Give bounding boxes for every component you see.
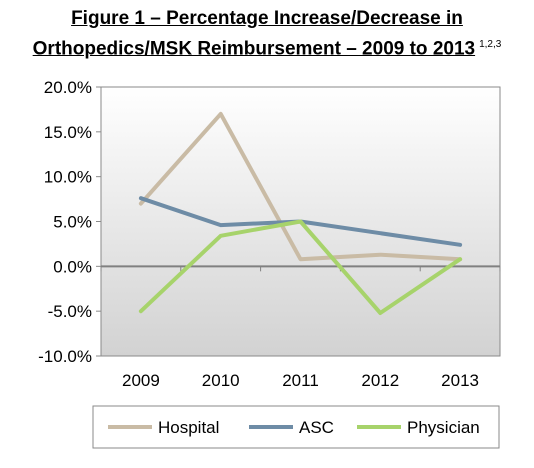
- y-tick-label: -5.0%: [48, 302, 92, 321]
- series-layer: [138, 111, 463, 315]
- legend-box: [92, 405, 500, 449]
- y-tick-label: 10.0%: [44, 168, 92, 187]
- y-tick-label: 20.0%: [44, 78, 92, 97]
- chart-title: Figure 1 – Percentage Increase/Decrease …: [0, 6, 534, 62]
- x-tick-label: 2010: [202, 371, 240, 390]
- legend-label-hospital: Hospital: [158, 418, 219, 437]
- chart-title-line-2: Orthopedics/MSK Reimbursement – 2009 to …: [0, 32, 534, 62]
- chart-title-line-1: Figure 1 – Percentage Increase/Decrease …: [71, 8, 463, 29]
- title-footnote: 1,2,3: [479, 39, 502, 50]
- y-tick-label: 0.0%: [53, 257, 92, 276]
- series-line-physician: [138, 219, 463, 315]
- x-axis: 2009 2010 2011 2012 2013: [100, 265, 501, 390]
- legend-label-asc: ASC: [299, 418, 334, 437]
- y-tick-label: 5.0%: [53, 213, 92, 232]
- legend: Hospital ASC Physician: [92, 405, 500, 449]
- chart-title-line-2-text: Orthopedics/MSK Reimbursement – 2009 to …: [32, 38, 476, 60]
- y-axis: -10.0% -5.0% 0.0% 5.0% 10.0% 15.0% 20.0%: [38, 78, 102, 366]
- legend-label-physician: Physician: [407, 418, 480, 437]
- y-tick-label: 15.0%: [44, 123, 92, 142]
- series-line-hospital: [138, 111, 463, 262]
- x-tick-label: 2013: [441, 371, 479, 390]
- x-tick-label: 2011: [282, 371, 319, 390]
- y-tick-label: -10.0%: [38, 347, 92, 366]
- x-tick-label: 2009: [122, 371, 160, 390]
- x-tick-label: 2012: [361, 371, 399, 390]
